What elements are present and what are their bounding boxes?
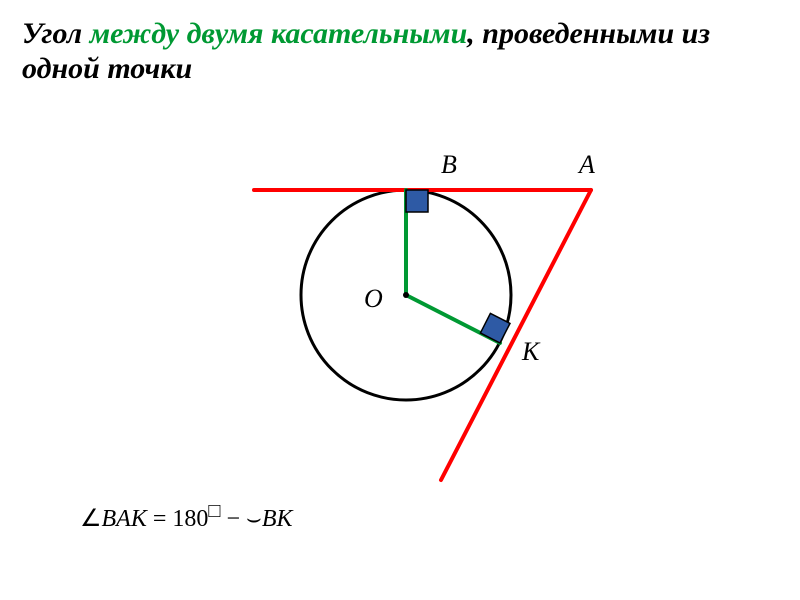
formula-eq: = 180 (147, 506, 209, 532)
title-part2: между двумя касательными (90, 17, 468, 50)
label-K: K (522, 337, 539, 367)
angle-symbol: ∠ (80, 506, 102, 532)
title-part1: Угол (22, 17, 90, 50)
formula-deg: □ (208, 500, 220, 522)
arc-symbol: ⌣ (246, 506, 262, 532)
label-B: B (441, 150, 457, 180)
label-O: O (364, 284, 383, 314)
formula: ∠BAK = 180□ − ⌣BK (80, 500, 293, 533)
formula-minus: − (220, 506, 246, 532)
formula-lhs: BAK (102, 506, 147, 532)
formula-rhs: BK (262, 506, 293, 532)
title: Угол между двумя касательными, проведенн… (22, 16, 742, 87)
label-A: A (579, 150, 595, 180)
